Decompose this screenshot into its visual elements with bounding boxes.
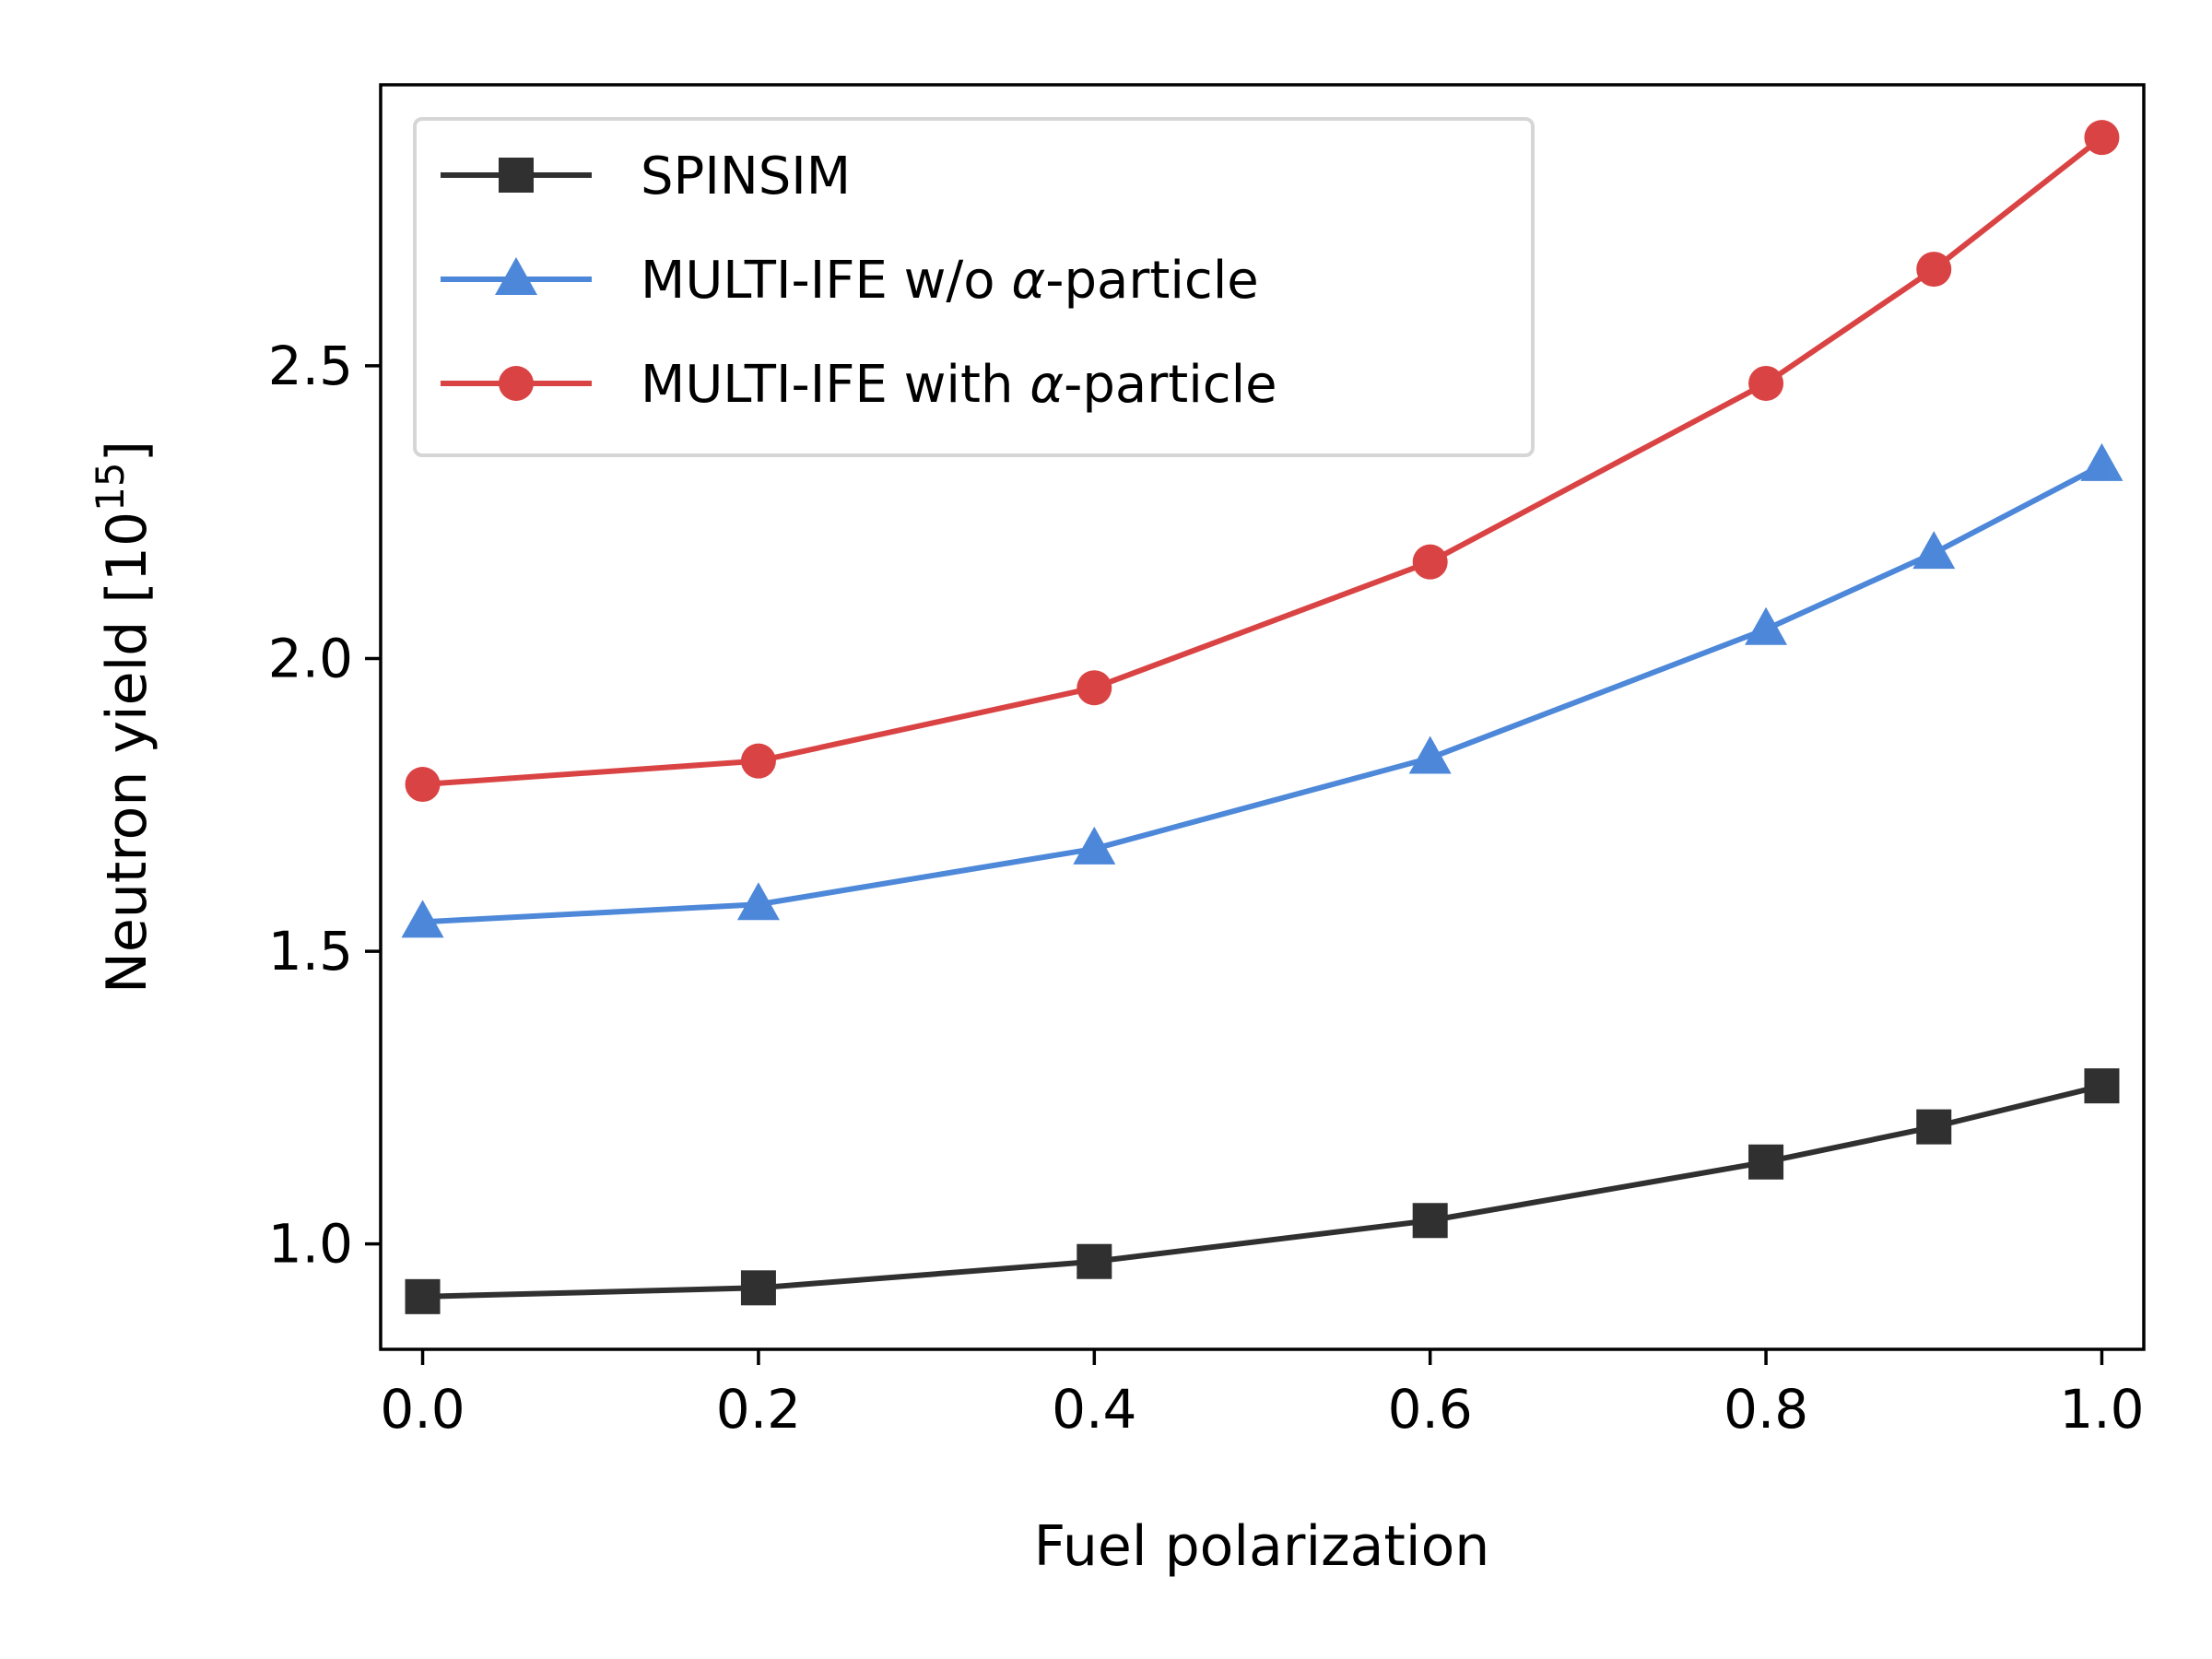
data-point: [1412, 544, 1448, 580]
data-point: [401, 900, 444, 938]
data-point: [740, 1270, 776, 1306]
series-2: [401, 442, 2124, 938]
data-point: [1916, 252, 1952, 288]
data-point: [1745, 606, 1788, 645]
y-tick-label: 1.5: [268, 920, 353, 982]
data-point: [1412, 1203, 1448, 1239]
x-tick-label: 0.4: [1052, 1378, 1136, 1441]
data-point: [1912, 531, 1956, 570]
y-axis-label: Neutron yield [1015]: [88, 441, 159, 994]
legend-marker: [499, 158, 534, 193]
data-point: [405, 767, 441, 803]
data-point: [1077, 1243, 1112, 1279]
legend-label: MULTI-IFE w/o α-particle: [641, 251, 1259, 311]
legend-label: SPINSIM: [641, 147, 851, 206]
y-axis-label-exponent: 15: [88, 462, 133, 511]
x-tick-label: 0.2: [716, 1378, 801, 1441]
data-point: [736, 882, 780, 921]
legend-entry: [441, 366, 592, 401]
y-tick-label: 2.0: [268, 627, 353, 689]
x-tick-label: 1.0: [2059, 1378, 2144, 1441]
y-tick-label: 1.0: [268, 1213, 353, 1276]
data-point: [1077, 670, 1112, 706]
data-point: [1408, 735, 1452, 774]
y-axis-label-close: ]: [95, 441, 159, 462]
legend-label: MULTI-IFE with α-particle: [641, 355, 1277, 415]
data-point: [740, 743, 776, 779]
x-tick-label: 0.0: [380, 1378, 465, 1441]
legend-box: [413, 117, 1535, 457]
legend-marker: [499, 366, 534, 401]
data-point: [2084, 1068, 2120, 1104]
series-3: [405, 120, 2120, 803]
y-tick-label: 2.5: [268, 335, 353, 397]
data-point: [1748, 365, 1784, 401]
plot-frame: [379, 83, 2146, 1351]
legend-entry: [441, 158, 592, 193]
data-point: [405, 1278, 441, 1314]
x-tick-label: 0.8: [1724, 1378, 1808, 1441]
data-point: [2084, 120, 2120, 156]
legend-entry: [441, 257, 592, 295]
data-point: [1916, 1109, 1952, 1145]
legend-marker: [495, 257, 537, 295]
series-1: [405, 1068, 2120, 1314]
data-point: [2080, 442, 2124, 481]
legend: SPINSIM MULTI-IFE w/o α-particle MULTI-IFE…: [413, 117, 1535, 457]
x-tick-label: 0.6: [1388, 1378, 1473, 1441]
x-axis-label: Fuel polarization: [1034, 1514, 1490, 1579]
y-axis-label-main: Neutron yield [10: [95, 512, 159, 994]
data-point: [1073, 826, 1116, 865]
series-layer: [401, 120, 2124, 1314]
y-axis-ticks: 1.0 1.5 2.0 2.5: [268, 335, 381, 1276]
x-axis-ticks: 0.0 0.2 0.4 0.6 0.8 1.0: [380, 1349, 2145, 1441]
data-point: [1748, 1144, 1784, 1180]
